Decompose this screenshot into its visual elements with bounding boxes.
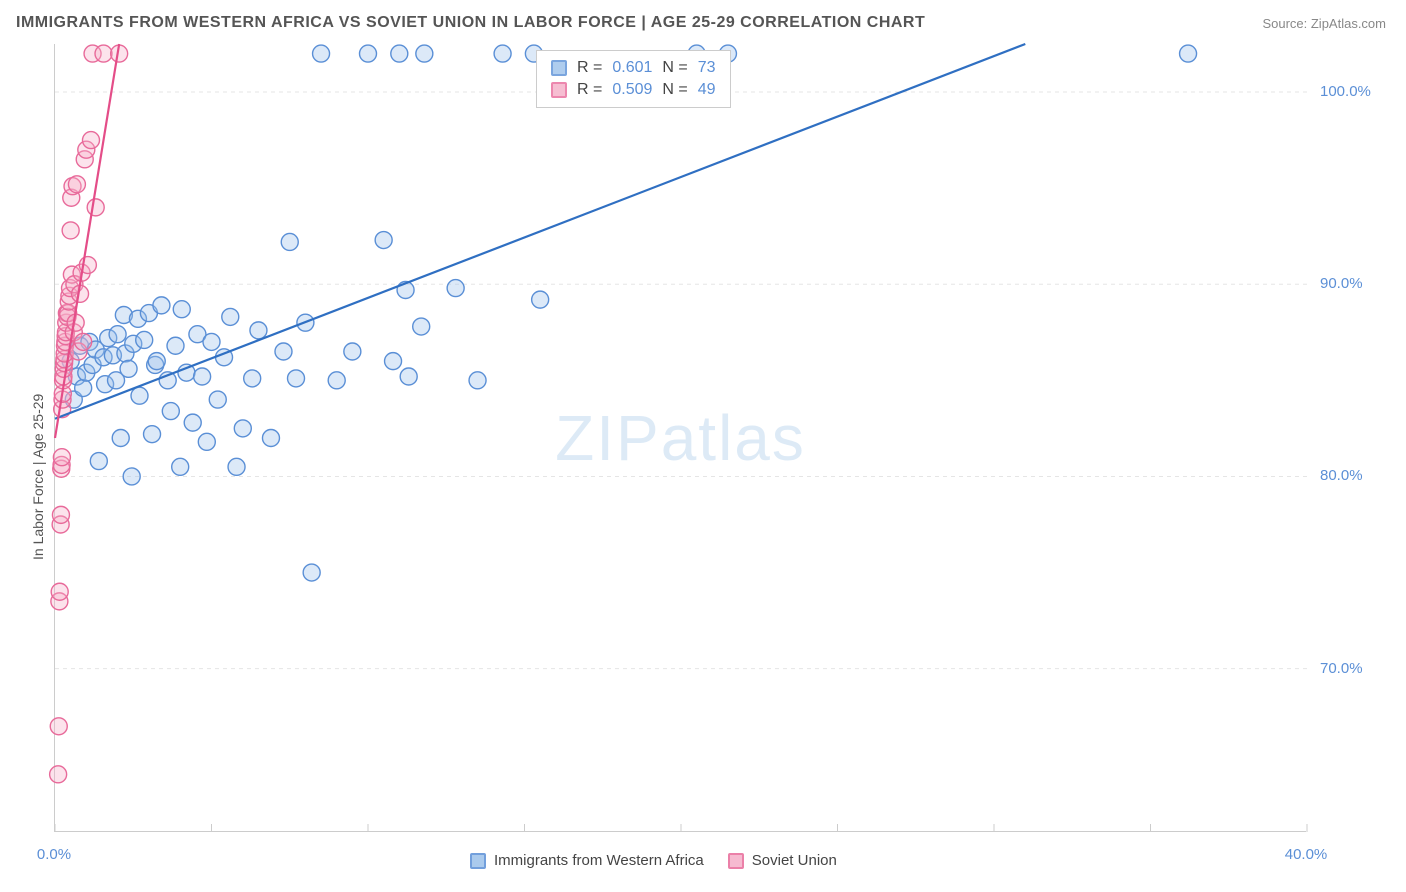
correlation-box: R = 0.601 N = 73R = 0.509 N = 49 <box>536 50 731 108</box>
source-attribution: Source: ZipAtlas.com <box>1262 16 1386 31</box>
x-tick-label: 0.0% <box>37 846 71 863</box>
y-tick-label: 90.0% <box>1320 275 1363 292</box>
chart-title: IMMIGRANTS FROM WESTERN AFRICA VS SOVIET… <box>16 14 925 32</box>
legend-swatch <box>728 853 744 869</box>
watermark: ZIPatlas <box>555 401 806 475</box>
legend-swatch <box>551 60 567 76</box>
y-tick-label: 80.0% <box>1320 467 1363 484</box>
legend-item: Immigrants from Western Africa <box>470 852 704 869</box>
source-name: ZipAtlas.com <box>1311 16 1386 31</box>
watermark-bold: ZIP <box>555 402 661 474</box>
corr-row: R = 0.509 N = 49 <box>551 79 716 101</box>
source-label: Source: <box>1262 16 1310 31</box>
legend-bottom: Immigrants from Western Africa Soviet Uni… <box>470 852 837 869</box>
y-axis-label: In Labor Force | Age 25-29 <box>30 394 46 560</box>
plot-area: ZIPatlas <box>54 44 1306 832</box>
legend-item: Soviet Union <box>728 852 837 869</box>
x-tick-label: 40.0% <box>1285 846 1328 863</box>
y-tick-label: 100.0% <box>1320 83 1371 100</box>
corr-row: R = 0.601 N = 73 <box>551 57 716 79</box>
legend-label: Immigrants from Western Africa <box>494 852 704 869</box>
legend-label: Soviet Union <box>752 852 837 869</box>
watermark-thin: atlas <box>661 402 806 474</box>
legend-swatch <box>470 853 486 869</box>
legend-swatch <box>551 82 567 98</box>
y-tick-label: 70.0% <box>1320 660 1363 677</box>
